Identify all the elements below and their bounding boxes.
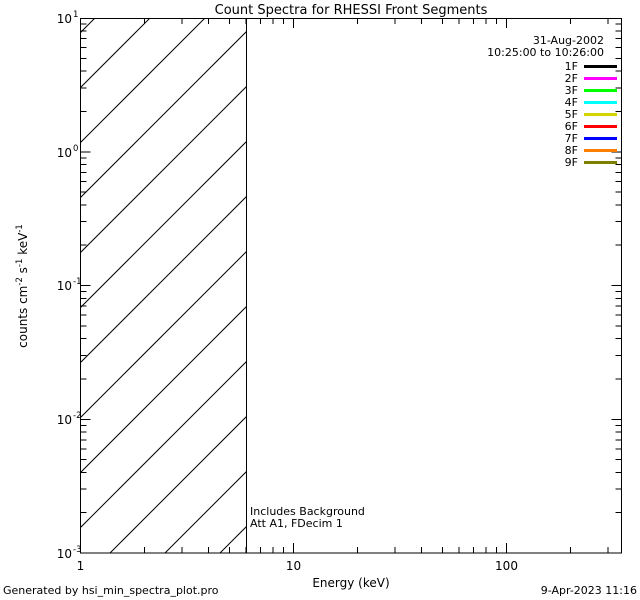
y-tick-mantissa: 10 [57,413,72,427]
legend-item-2f[interactable]: 2F [565,72,617,85]
legend-item-6f[interactable]: 6F [565,120,617,133]
legend-item-8f[interactable]: 8F [565,144,617,157]
y-tick-exponent: -3 [73,545,81,555]
legend-label: 7F [565,132,578,145]
legend-label: 9F [565,156,578,169]
y-tick-exponent: 0 [73,144,78,154]
legend-item-4f[interactable]: 4F [565,96,617,109]
plot-frame [80,18,622,554]
page-title: Count Spectra for RHESSI Front Segments [215,3,488,18]
x-tick-label-10: 10 [286,559,301,573]
y-tick-label-1e1: 10 1 [57,10,79,26]
y-tick-exponent: -2 [73,411,81,421]
legend-item-1f[interactable]: 1F [565,60,617,73]
y-tick-exponent: 1 [73,10,78,20]
x-axis-ticks [80,18,609,553]
annotation-attenuator: Att A1, FDecim 1 [250,517,343,530]
y-tick-mantissa: 10 [57,279,72,293]
legend-label: 6F [565,120,578,133]
y-axis-exp-s: -1 [15,259,25,267]
legend-item-5f[interactable]: 5F [565,108,617,121]
svg-text:counts cm-2 s-1 keV-1: counts cm-2 s-1 keV-1 [15,224,30,348]
y-tick-mantissa: 10 [57,547,72,561]
legend-item-3f[interactable]: 3F [565,84,617,97]
legend-label: 4F [565,96,578,109]
y-axis-exp-kev: -1 [15,224,25,232]
legend-label: 2F [565,72,578,85]
y-tick-label-1e-3: 10 -3 [57,545,82,561]
y-tick-label-1e-1: 10 -1 [57,277,82,293]
annotation-includes-background: Includes Background [250,505,365,518]
y-axis-label: counts cm-2 s-1 keV-1 [15,224,30,348]
legend-label: 8F [565,144,578,157]
y-axis-label-text: counts cm [16,286,30,348]
y-axis-exp-cm: -2 [15,277,25,285]
y-tick-label-1e0: 10 0 [57,144,79,160]
legend-label: 3F [565,84,578,97]
observation-time-range: 10:25:00 to 10:26:00 [487,46,604,59]
x-tick-label-100: 100 [495,559,518,573]
legend-item-9f[interactable]: 9F [565,156,617,169]
y-tick-mantissa: 10 [57,12,72,26]
y-tick-exponent: -1 [73,277,81,287]
legend-label: 5F [565,108,578,121]
y-axis-ticks [80,23,622,554]
footer-timestamp: 9-Apr-2023 11:16 [541,584,637,597]
x-tick-label-1: 1 [77,559,85,573]
legend-label: 1F [565,60,578,73]
x-axis-label: Energy (keV) [312,576,389,590]
y-tick-label-1e-2: 10 -2 [57,411,82,427]
legend-item-7f[interactable]: 7F [565,132,617,145]
hatched-region [80,18,246,553]
observation-date: 31-Aug-2002 [533,34,604,47]
y-tick-mantissa: 10 [57,146,72,160]
legend: 1F 2F 3F 4F 5F 6F [565,60,617,169]
footer-generated-by: Generated by hsi_min_spectra_plot.pro [3,584,219,597]
